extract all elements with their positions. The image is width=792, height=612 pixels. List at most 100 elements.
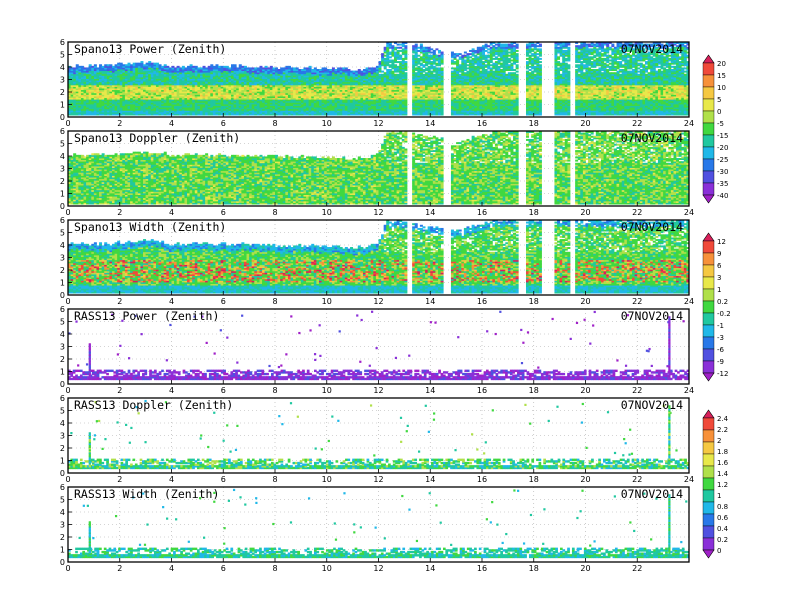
y-tick-label: 5 <box>60 51 65 60</box>
y-tick-label: 1 <box>60 101 65 110</box>
colorbar-label: 0 <box>717 108 721 116</box>
x-tick-label: 12 <box>373 119 383 128</box>
panel-date: 07NOV2014 <box>621 220 683 234</box>
colorbar-label: -30 <box>717 168 728 176</box>
x-tick-label: 10 <box>322 564 332 573</box>
x-tick-label: 18 <box>529 475 539 484</box>
y-tick-label: 5 <box>60 140 65 149</box>
colorbar-label: 2.4 <box>717 415 729 423</box>
x-tick-label: 14 <box>425 208 435 217</box>
y-tick-label: 3 <box>60 432 65 441</box>
colorbar-label: 15 <box>717 72 726 80</box>
colorbar-swatch <box>702 276 715 290</box>
x-tick-label: 14 <box>425 297 435 306</box>
panel-date: 07NOV2014 <box>621 131 683 145</box>
colorbar-swatch <box>702 122 715 136</box>
x-tick-label: 14 <box>425 386 435 395</box>
colorbar-label: 1.6 <box>717 459 729 467</box>
colorbar-label: 2.2 <box>717 426 728 434</box>
colorbar-swatch <box>702 513 715 527</box>
x-tick-label: 12 <box>373 386 383 395</box>
panel-title: Spano13 Power (Zenith) <box>74 42 226 56</box>
x-tick-label: 2 <box>117 475 122 484</box>
colorbar-swatch <box>702 501 715 515</box>
colorbar-swatch <box>702 146 715 160</box>
colorbar-label: -0.2 <box>717 310 731 318</box>
x-tick-label: 24 <box>684 208 694 217</box>
x-tick-label: 2 <box>117 564 122 573</box>
colorbar-label: 1.4 <box>717 470 729 478</box>
y-tick-label: 6 <box>60 38 65 47</box>
colorbar-swatch <box>702 240 715 254</box>
x-tick-label: 10 <box>322 208 332 217</box>
colorbar-swatch <box>702 134 715 148</box>
y-tick-label: 4 <box>60 63 65 72</box>
y-tick-label: 4 <box>60 508 65 517</box>
y-tick-label: 5 <box>60 318 65 327</box>
x-tick-label: 4 <box>169 297 174 306</box>
colorbar-swatch <box>702 336 715 350</box>
y-tick-label: 4 <box>60 241 65 250</box>
colorbar-swatch <box>702 360 715 374</box>
x-tick-label: 22 <box>632 475 642 484</box>
colorbar-label: -35 <box>717 180 728 188</box>
panel-2: Spano13 Doppler (Zenith) 07NOV20140123456… <box>60 127 694 217</box>
colorbar-swatch <box>702 110 715 124</box>
x-tick-label: 24 <box>684 119 694 128</box>
x-tick-label: 22 <box>632 564 642 573</box>
colorbar-label: -25 <box>717 156 728 164</box>
colorbar-swatch <box>702 288 715 302</box>
y-tick-label: 2 <box>60 444 65 453</box>
colorbar-top-arrow <box>702 54 715 64</box>
x-tick-label: 12 <box>373 297 383 306</box>
y-tick-label: 1 <box>60 190 65 199</box>
colorbar-swatch <box>702 182 715 196</box>
colorbar-swatch <box>702 74 715 88</box>
x-tick-label: 10 <box>322 297 332 306</box>
y-tick-label: 0 <box>60 558 65 567</box>
heatmap-cells <box>68 398 689 473</box>
colorbar-bottom-arrow <box>702 549 715 559</box>
x-tick-label: 4 <box>169 386 174 395</box>
x-tick-label: 18 <box>529 564 539 573</box>
x-tick-label: 8 <box>272 475 277 484</box>
colorbar-swatch <box>702 312 715 326</box>
colorbar-label: 1.2 <box>717 481 728 489</box>
colorbar-swatch <box>702 417 715 431</box>
x-tick-label: 18 <box>529 119 539 128</box>
y-tick-label: 0 <box>60 202 65 211</box>
x-tick-label: 2 <box>117 297 122 306</box>
x-tick-label: 22 <box>632 297 642 306</box>
colorbar-label: -5 <box>717 120 724 128</box>
y-tick-label: 2 <box>60 177 65 186</box>
x-tick-label: 4 <box>169 119 174 128</box>
x-tick-label: 18 <box>529 208 539 217</box>
colorbar-label: -1 <box>717 322 724 330</box>
heatmap-cells <box>68 42 689 117</box>
colorbar-swatch <box>702 252 715 266</box>
x-tick-label: 6 <box>221 208 226 217</box>
x-tick-label: 0 <box>65 208 70 217</box>
y-tick-label: 5 <box>60 496 65 505</box>
y-tick-label: 3 <box>60 76 65 85</box>
colorbar-label: 0 <box>717 547 721 555</box>
panel-title: RASS13 Doppler (Zenith) <box>74 398 233 412</box>
y-tick-label: 3 <box>60 343 65 352</box>
colorbar-swatch <box>702 453 715 467</box>
x-tick-label: 12 <box>373 564 383 573</box>
colorbar-label: -20 <box>717 144 728 152</box>
colorbar-swatch <box>702 264 715 278</box>
colorbar-label: -3 <box>717 334 724 342</box>
x-tick-label: 20 <box>580 208 590 217</box>
panel-date: 07NOV2014 <box>621 42 683 56</box>
x-tick-label: 20 <box>580 475 590 484</box>
colorbar-power: 20 15 10 5 0 -5 -15 -20 -25 -30 -35 -40 <box>702 54 728 204</box>
panel-date: 07NOV2014 <box>621 309 683 323</box>
x-tick-label: 22 <box>632 386 642 395</box>
y-tick-label: 5 <box>60 229 65 238</box>
y-tick-label: 2 <box>60 533 65 542</box>
x-tick-label: 14 <box>425 475 435 484</box>
y-tick-label: 6 <box>60 127 65 136</box>
